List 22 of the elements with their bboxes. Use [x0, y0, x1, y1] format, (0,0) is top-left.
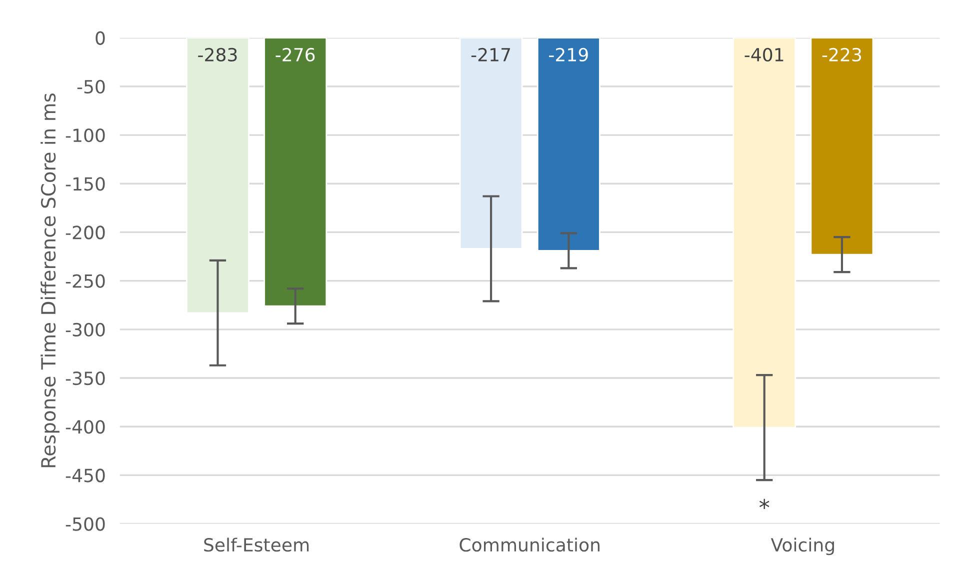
x-tick-label: Voicing — [770, 538, 834, 556]
y-tick-label: 0 — [96, 31, 105, 45]
data-label: -223 — [822, 48, 862, 62]
data-label: -217 — [471, 48, 510, 62]
data-label: -283 — [198, 48, 237, 62]
y-tick-label: -150 — [66, 177, 105, 191]
data-label: -401 — [744, 48, 784, 62]
y-tick-label: -100 — [66, 128, 105, 142]
y-axis-title: Response Time Difference SCore in ms — [40, 94, 60, 468]
y-tick-label: -450 — [66, 468, 105, 482]
y-tick-label: -500 — [66, 517, 105, 531]
data-label: -276 — [276, 48, 315, 62]
y-tick-label: -400 — [66, 420, 105, 434]
x-tick-label: Communication — [460, 538, 600, 552]
annotation: * — [759, 498, 770, 509]
x-tick-label: Self-Esteem — [204, 538, 309, 552]
y-tick-label: -250 — [66, 274, 105, 288]
y-tick-label: -200 — [66, 226, 105, 240]
y-tick-label: -350 — [66, 371, 105, 386]
data-label: -219 — [549, 48, 588, 62]
y-tick-label: -50 — [77, 80, 105, 94]
y-tick-label: -300 — [66, 322, 105, 337]
